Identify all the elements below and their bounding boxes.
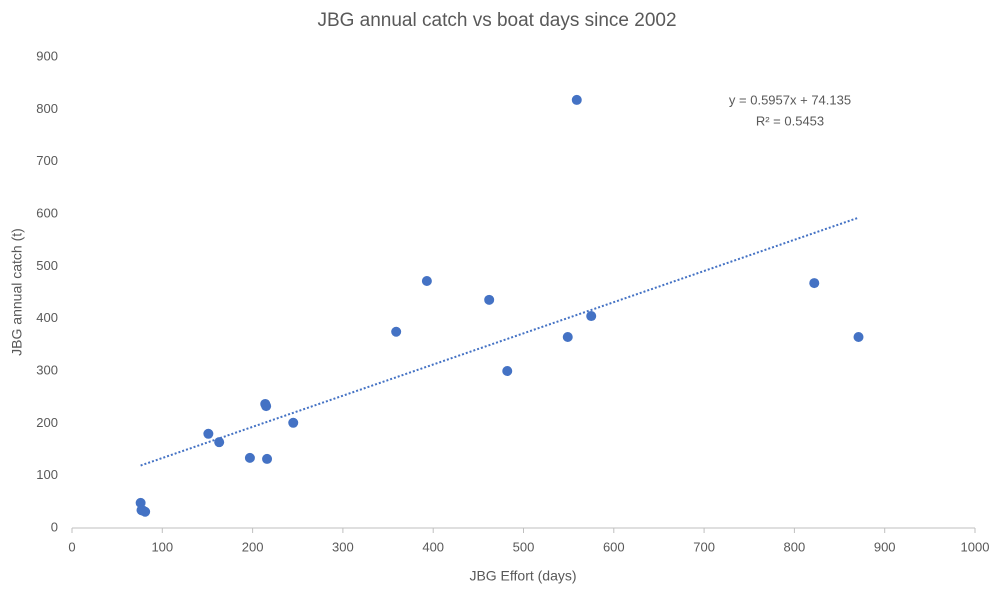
point [391,326,402,337]
point [586,311,597,322]
y-tick-label: 700 [36,153,58,168]
x-tick-label: 500 [513,539,535,554]
point [135,497,146,508]
y-tick-label: 900 [36,48,58,63]
trendline-r2: R² = 0.5453 [756,113,824,128]
chart-title: JBG annual catch vs boat days since 2002 [317,10,676,31]
y-tick-label: 500 [36,258,58,273]
y-tick-label: 800 [36,101,58,116]
trendline-equation: y = 0.5957x + 74.135 [729,92,851,107]
y-tick-label: 0 [51,519,58,534]
y-tick-label: 600 [36,205,58,220]
point [203,428,214,439]
point [562,331,573,342]
x-tick-label: 300 [332,539,354,554]
x-tick-label: 200 [242,539,264,554]
point [288,417,299,428]
y-tick-label: 300 [36,362,58,377]
x-tick-label: 0 [68,539,75,554]
x-tick-label: 900 [874,539,896,554]
y-tick-label: 100 [36,467,58,482]
trendline [140,216,859,467]
x-tick-label: 400 [422,539,444,554]
point [484,294,495,305]
point [571,94,582,105]
y-tick-label: 400 [36,310,58,325]
point [262,453,273,464]
point [138,505,149,516]
y-axis-title: JBG annual catch (t) [9,228,25,356]
x-tick-label: 100 [151,539,173,554]
x-tick-label: 600 [603,539,625,554]
point [214,437,225,448]
point [809,278,820,289]
y-tick-label: 200 [36,415,58,430]
point [853,331,864,342]
point [421,275,432,286]
x-tick-label: 700 [693,539,715,554]
point [261,401,272,412]
x-axis-title: JBG Effort (days) [469,568,576,584]
point [502,366,513,376]
x-tick-label: 800 [784,539,806,554]
point [244,452,255,463]
x-tick-label: 1000 [961,539,990,554]
